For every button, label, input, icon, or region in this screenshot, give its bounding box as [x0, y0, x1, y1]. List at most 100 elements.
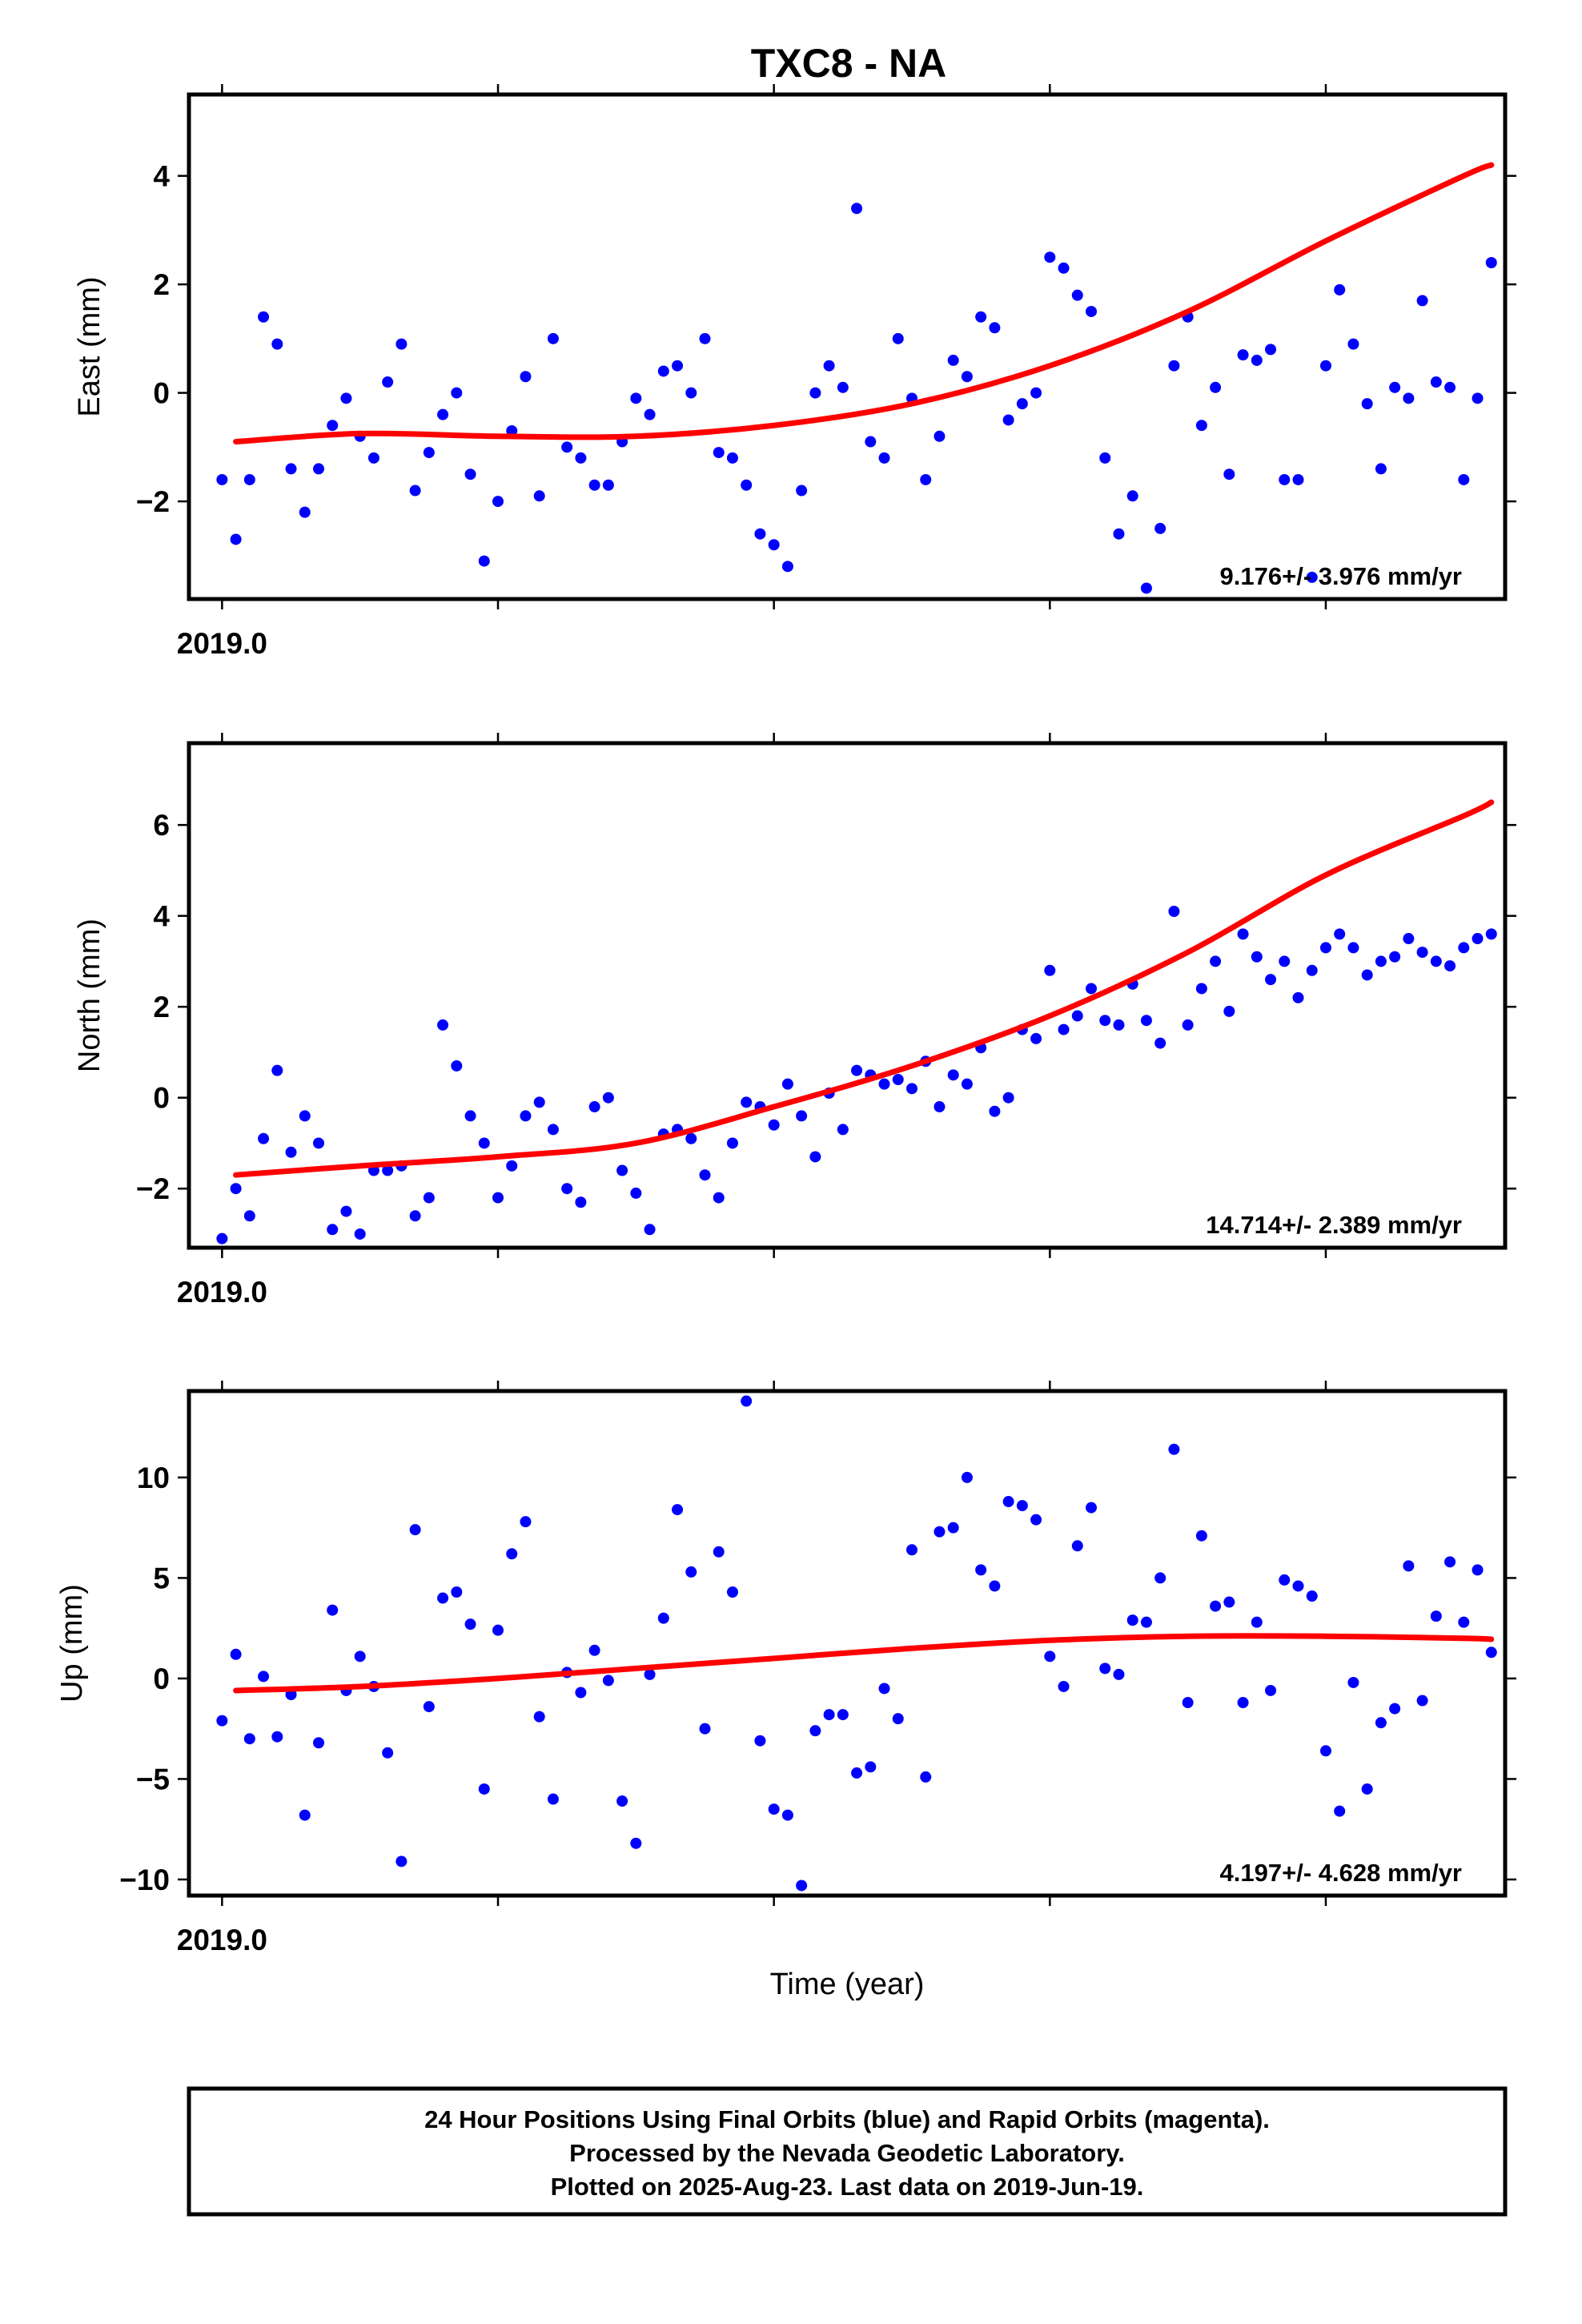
east-data-point — [685, 387, 697, 399]
north-data-point — [1334, 928, 1346, 940]
east-data-point — [1210, 381, 1222, 393]
north-data-point — [1086, 983, 1098, 995]
east-data-point — [809, 387, 821, 399]
east-data-point — [934, 430, 946, 442]
up-data-point — [312, 1737, 324, 1749]
up-data-point — [934, 1526, 946, 1538]
east-data-point — [1403, 392, 1415, 404]
east-data-point — [520, 371, 532, 383]
up-data-point — [588, 1644, 600, 1656]
north-data-point — [423, 1192, 435, 1204]
up-data-point — [837, 1709, 849, 1721]
north-y-tick-label: −2 — [136, 1172, 170, 1205]
east-data-point — [1002, 414, 1014, 426]
north-data-point — [1292, 991, 1304, 1003]
up-data-point — [1485, 1647, 1497, 1659]
east-data-point — [258, 311, 270, 323]
east-data-point — [1140, 582, 1152, 594]
north-data-point — [561, 1183, 573, 1195]
east-data-point — [1099, 452, 1111, 464]
up-data-point — [602, 1675, 614, 1687]
east-data-point — [533, 490, 545, 502]
east-data-point — [1458, 473, 1470, 485]
north-y-axis-label: North (mm) — [73, 919, 106, 1072]
up-data-point — [657, 1612, 669, 1624]
east-data-point — [1237, 349, 1249, 361]
east-data-point — [299, 506, 311, 518]
up-data-point — [575, 1687, 587, 1699]
north-data-point — [602, 1092, 614, 1104]
east-data-point — [409, 485, 421, 497]
up-panel: 2019.0−10 −5 0 5 10 Up (mm) 4.197+/- 4.628 mm/… — [55, 1381, 1516, 1956]
up-data-point — [354, 1651, 366, 1663]
east-data-point — [588, 479, 600, 491]
north-data-point — [216, 1232, 228, 1244]
east-y-axis-label: East (mm) — [73, 276, 106, 416]
up-data-point — [961, 1471, 973, 1483]
east-data-point — [947, 354, 959, 366]
up-data-point — [1347, 1676, 1359, 1688]
up-data-point — [947, 1522, 959, 1534]
east-data-point — [920, 473, 932, 485]
north-data-point — [1265, 974, 1277, 986]
north-data-point — [699, 1169, 711, 1181]
up-data-point — [1375, 1717, 1387, 1729]
north-data-point — [1071, 1010, 1083, 1022]
east-rate-label: 9.176+/- 3.976 mm/yr — [1220, 562, 1462, 590]
north-data-point — [575, 1196, 587, 1208]
up-data-point — [892, 1713, 904, 1725]
east-data-point — [754, 528, 766, 540]
east-data-point — [1306, 571, 1318, 583]
east-data-point — [892, 332, 904, 344]
north-data-point — [934, 1101, 946, 1113]
east-data-point — [437, 408, 449, 420]
up-y-tick-label: 0 — [153, 1663, 170, 1695]
up-data-point — [478, 1783, 490, 1795]
up-data-point — [1195, 1530, 1207, 1542]
east-data-point — [1389, 381, 1401, 393]
north-data-point — [1237, 928, 1249, 940]
east-data-point — [1319, 360, 1331, 372]
north-data-point — [1472, 933, 1484, 945]
north-data-point — [726, 1137, 738, 1149]
up-fit-curve — [233, 1633, 1495, 1694]
east-data-point — [367, 452, 379, 464]
north-data-point — [285, 1146, 297, 1158]
north-data-point — [409, 1210, 421, 1222]
north-data-point — [1223, 1005, 1235, 1017]
north-y-tick-label: 6 — [153, 809, 170, 842]
east-data-point — [1292, 473, 1304, 485]
up-data-point — [1099, 1663, 1111, 1675]
north-data-point — [768, 1119, 780, 1131]
up-data-point — [1416, 1695, 1428, 1707]
up-data-point — [547, 1793, 559, 1805]
up-data-point — [1140, 1616, 1152, 1628]
east-y-tick-label: 0 — [153, 377, 170, 410]
north-data-point — [1099, 1015, 1111, 1027]
east-data-point — [1265, 344, 1277, 356]
north-data-point — [451, 1059, 463, 1072]
up-data-point — [878, 1683, 890, 1695]
east-data-point — [1334, 283, 1346, 296]
east-data-point — [492, 496, 504, 508]
up-data-point — [726, 1586, 738, 1598]
up-y-tick-label: −5 — [136, 1763, 170, 1795]
north-data-point — [1168, 906, 1180, 917]
east-data-point — [423, 447, 435, 459]
up-data-point — [1086, 1502, 1098, 1514]
up-data-point — [1251, 1616, 1263, 1628]
north-data-point — [533, 1096, 545, 1108]
east-data-point — [1430, 376, 1442, 388]
east-data-point — [464, 468, 476, 480]
up-data-point — [1168, 1443, 1180, 1455]
x-axis-label: Time (year) — [770, 1968, 925, 2001]
up-data-point — [644, 1668, 656, 1680]
north-data-point — [547, 1124, 559, 1136]
up-y-tick-label: −10 — [119, 1864, 170, 1896]
north-data-point — [878, 1078, 890, 1090]
north-data-point — [630, 1187, 642, 1199]
up-data-point — [464, 1618, 476, 1630]
up-data-point — [1265, 1684, 1277, 1696]
east-data-point — [989, 322, 1001, 334]
north-data-point — [312, 1137, 324, 1149]
